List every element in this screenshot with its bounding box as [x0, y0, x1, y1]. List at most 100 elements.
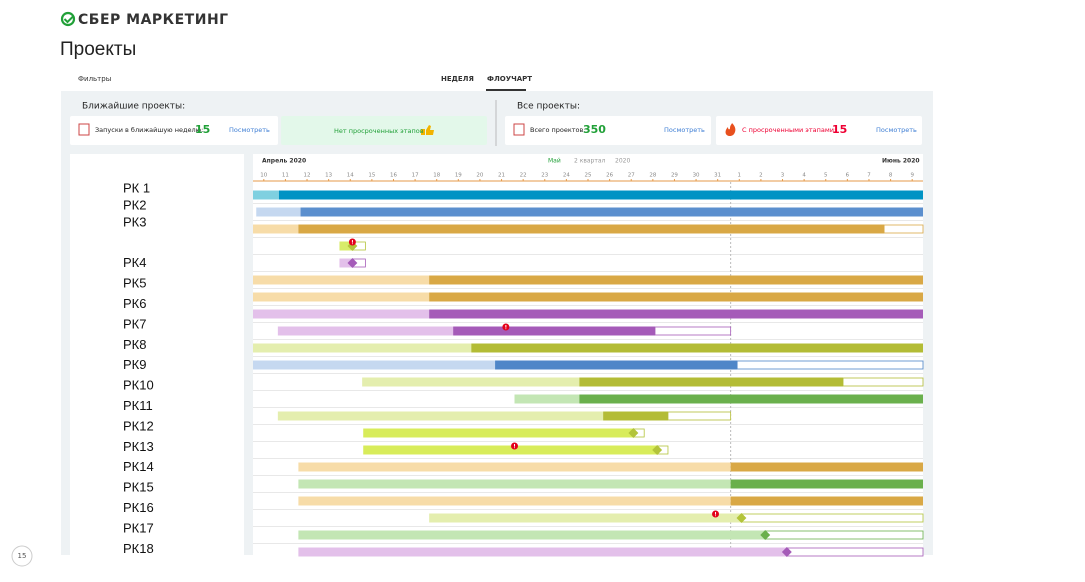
card-value: 15	[195, 123, 210, 136]
gantt-bar	[730, 496, 923, 506]
day-label: 16	[390, 173, 397, 179]
gantt-bar	[253, 190, 279, 200]
month: Июнь 2020	[882, 158, 920, 165]
row-label: РК3	[123, 214, 146, 229]
milestone	[736, 513, 747, 523]
card-link[interactable]: Посмотреть	[876, 126, 917, 134]
card-label: Запуски в ближайшую неделю:	[95, 126, 203, 134]
year: 2020	[615, 158, 630, 165]
gantt-bar	[471, 343, 923, 353]
gantt-bar	[298, 496, 731, 506]
row-label: РК7	[123, 316, 146, 331]
day-label: 14	[347, 173, 354, 179]
tab-week[interactable]: НЕДЕЛЯ	[441, 75, 474, 83]
alert-glyph	[514, 447, 516, 449]
milestone	[347, 258, 358, 268]
day-label: 11	[282, 173, 289, 179]
gantt-bar	[429, 309, 923, 319]
row-label: РК14	[123, 459, 154, 474]
quarter: 2 квартал	[574, 158, 606, 165]
day-label: 25	[585, 173, 592, 179]
day-label: 3	[781, 173, 785, 179]
alert-glyph	[715, 515, 717, 517]
milestone	[781, 547, 792, 557]
gantt-bar	[253, 343, 472, 353]
section-title: Все проекты:	[517, 102, 580, 112]
gantt-bar	[300, 207, 923, 217]
milestone	[652, 445, 663, 455]
filters[interactable]: Фильтры	[78, 75, 111, 83]
row-label: РК6	[123, 296, 146, 311]
gantt-bar	[253, 360, 496, 370]
row-label: РК2	[123, 197, 146, 212]
day-label: 20	[476, 173, 483, 179]
logo: СБЕР МАРКЕТИНГ	[78, 12, 229, 28]
card-link[interactable]: Посмотреть	[664, 126, 705, 134]
day-label: 5	[824, 173, 828, 179]
card-label: Всего проектов:	[530, 126, 586, 134]
gantt-bar	[764, 530, 924, 540]
gantt-bar	[736, 360, 924, 370]
page-badge	[11, 545, 33, 567]
card	[281, 116, 487, 145]
day-label: 1	[738, 173, 742, 179]
day-label: 19	[455, 173, 462, 179]
card-label: Нет просроченных этапов	[334, 127, 424, 135]
card-label: С просроченными этапами:	[742, 126, 836, 134]
milestone	[628, 428, 639, 438]
day-label: 13	[325, 173, 332, 179]
card-value: 15	[832, 123, 847, 136]
day-label: 31	[714, 173, 721, 179]
alert-glyph	[351, 243, 353, 245]
day-label: 12	[304, 173, 311, 179]
month: Апрель 2020	[262, 158, 306, 165]
card	[505, 116, 711, 145]
day-label: 17	[412, 173, 419, 179]
gantt-bar	[654, 326, 732, 336]
gantt-bar	[842, 377, 924, 387]
gantt-bar	[253, 275, 430, 285]
day-label: 9	[910, 173, 914, 179]
row-label: РК10	[123, 378, 154, 393]
day-label: 2	[759, 173, 763, 179]
row-label: РК5	[123, 276, 146, 291]
gantt-bar	[256, 207, 301, 217]
day-label: 15	[368, 173, 375, 179]
card-link[interactable]: Посмотреть	[229, 126, 270, 134]
gantt-bar	[741, 513, 924, 523]
logo-check	[63, 15, 75, 24]
gantt-bar	[278, 190, 923, 200]
row-label: РК8	[123, 337, 146, 352]
day-label: 18	[433, 173, 440, 179]
gantt-bar	[362, 377, 580, 387]
day-label: 10	[260, 173, 267, 179]
gantt-bar	[298, 462, 731, 472]
gantt-bar	[253, 292, 430, 302]
row-label: РК13	[123, 439, 154, 454]
gantt-bar	[667, 411, 732, 421]
row-label: РК15	[123, 480, 154, 495]
day-label: 22	[520, 173, 527, 179]
gantt-bar	[253, 224, 299, 234]
logo-mark	[60, 11, 76, 27]
gantt-bar	[429, 513, 742, 523]
tab-flowchart[interactable]: ФЛОУЧАРТ	[487, 75, 532, 83]
row-label: РК 1	[123, 180, 150, 195]
milestone	[760, 530, 771, 540]
row-label: РК17	[123, 520, 154, 535]
fire-icon	[725, 123, 736, 136]
gantt-bar	[253, 309, 430, 319]
gantt-bar	[579, 394, 923, 404]
day-label: 28	[649, 173, 656, 179]
gantt-bar	[786, 547, 924, 557]
row-label: РК9	[123, 357, 146, 372]
calendar-icon	[513, 123, 525, 136]
day-label: 8	[889, 173, 893, 179]
day-label: 26	[606, 173, 613, 179]
gantt-bar	[298, 530, 766, 540]
section-title: Ближайшие проекты:	[82, 102, 185, 112]
gantt-bar	[514, 394, 580, 404]
gantt-bar	[730, 462, 923, 472]
calendar-icon	[78, 123, 90, 136]
gantt-bar	[277, 411, 604, 421]
